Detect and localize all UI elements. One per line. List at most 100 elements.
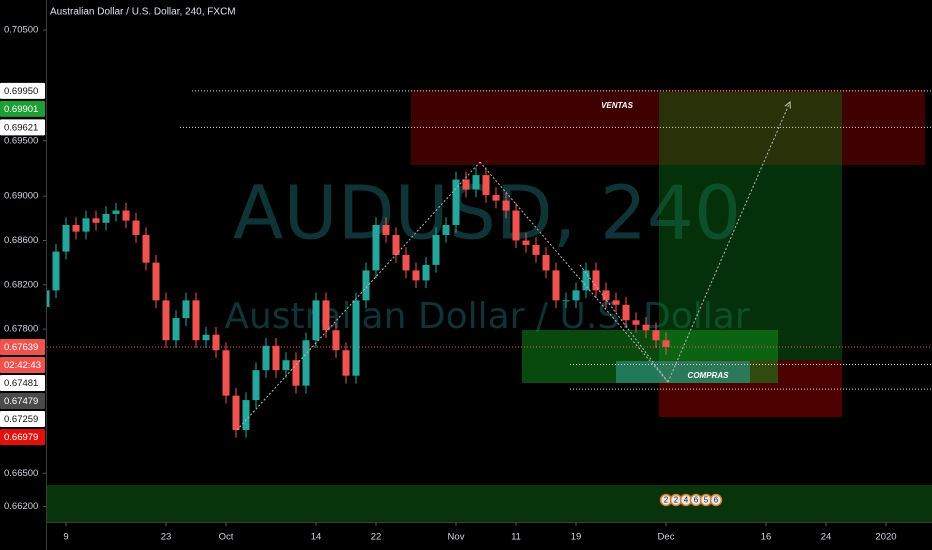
candle-body — [82, 218, 90, 232]
candle-body — [52, 251, 60, 291]
candle-body — [462, 179, 470, 190]
chart-title: Australian Dollar / U.S. Dollar, 240, FX… — [50, 7, 236, 18]
candle-body — [132, 220, 140, 235]
candle-body — [452, 179, 460, 225]
candle-body — [552, 270, 560, 301]
candle-body — [392, 234, 400, 255]
candle-body — [102, 213, 110, 223]
candle-body — [232, 395, 240, 431]
event-badge-label: 6 — [694, 496, 699, 505]
target-zone — [659, 92, 842, 360]
candle-body — [192, 300, 200, 341]
candle-body — [282, 360, 290, 371]
candle-body — [622, 304, 630, 321]
y-tick-label: 0.68200 — [4, 279, 38, 290]
candle-body — [62, 224, 70, 252]
event-badge-label: 2 — [664, 496, 669, 505]
candle-body — [262, 345, 270, 371]
event-badge-label: 4 — [684, 496, 689, 505]
candle-body — [72, 224, 80, 232]
price-label-box — [0, 100, 45, 117]
candle-body — [502, 200, 510, 211]
price-label: 0.69950 — [4, 86, 38, 97]
x-tick-label: Oct — [219, 532, 234, 543]
candles — [42, 167, 670, 438]
candle-body — [372, 224, 380, 271]
candle-body — [402, 254, 410, 271]
candle-body — [252, 370, 260, 401]
candle-body — [92, 218, 100, 223]
y-tick-label: 0.68600 — [4, 235, 38, 246]
x-tick-label: 14 — [311, 532, 322, 543]
y-tick-label: 0.70500 — [4, 24, 38, 35]
candle-body — [172, 318, 180, 341]
compras-box — [616, 361, 750, 383]
price-label-box — [0, 339, 45, 356]
price-label: 0.66979 — [4, 432, 38, 443]
event-badge — [709, 493, 723, 507]
x-tick-label: 11 — [511, 532, 521, 543]
y-tick-label: 0.66500 — [4, 468, 38, 479]
price-label-box — [0, 411, 45, 428]
candle-body — [182, 300, 190, 319]
y-tick-label: 0.67800 — [4, 324, 38, 335]
x-tick-label: Dec — [658, 532, 675, 543]
x-tick-label: 23 — [161, 532, 172, 543]
x-tick-label: 2020 — [875, 532, 896, 543]
overlay: VENTAS COMPRAS Australian Dollar / U.S. … — [47, 7, 932, 507]
candle-body — [432, 234, 440, 265]
candle-body — [482, 175, 490, 196]
candle-body — [222, 350, 230, 396]
candle-body — [122, 210, 130, 221]
trend-line — [479, 161, 669, 383]
price-label-box — [0, 393, 45, 410]
price-label: 0.69621 — [4, 122, 38, 133]
candle-body — [512, 210, 520, 241]
candle-body — [592, 270, 600, 291]
projection-arrow — [667, 102, 790, 383]
candle-body — [562, 300, 570, 302]
price-label: 0.67481 — [4, 378, 38, 389]
price-label: 0.67639 — [4, 342, 38, 353]
annotation: VENTAS — [601, 101, 634, 110]
price-label-box — [0, 429, 45, 446]
bottom-zone — [47, 485, 932, 522]
price-label: 0.69901 — [4, 104, 38, 115]
price-label: 02:42:43 — [4, 360, 41, 371]
candle-body — [532, 244, 540, 255]
candle-body — [162, 300, 170, 341]
y-tick-label: 0.69500 — [4, 135, 38, 146]
candle-body — [492, 195, 500, 201]
event-badge-label: 2 — [674, 496, 679, 505]
x-tick-label: 24 — [821, 532, 832, 543]
candle-body — [202, 334, 210, 341]
price-label-box — [0, 357, 45, 374]
candle-body — [542, 254, 550, 271]
candle-body — [422, 264, 430, 281]
sell-zone — [411, 90, 925, 165]
candle-body — [412, 270, 420, 281]
candle-body — [152, 262, 160, 301]
trend-line — [579, 264, 669, 383]
price-label-box — [0, 375, 45, 392]
candle-body — [332, 330, 340, 351]
candle-body — [572, 290, 580, 301]
price-label: 0.67479 — [4, 396, 38, 407]
candle-body — [272, 345, 280, 371]
price-labels: 0.69950 0.69901 0.69621 0.67639 02:42:43 0.67… — [0, 82, 45, 446]
candle-body — [442, 224, 450, 235]
candle-body — [212, 334, 220, 351]
y-tick-label: 0.66200 — [4, 501, 38, 512]
x-tick-label: 19 — [571, 532, 582, 543]
candle-body — [342, 350, 350, 376]
candle-body — [662, 340, 670, 347]
trend-line — [236, 161, 481, 431]
candle-body — [362, 270, 370, 301]
candle-body — [292, 360, 300, 386]
candle-body — [652, 330, 660, 341]
drawings — [47, 90, 932, 522]
event-badge-label: 6 — [714, 496, 719, 505]
time-axis-bg — [46, 522, 932, 550]
